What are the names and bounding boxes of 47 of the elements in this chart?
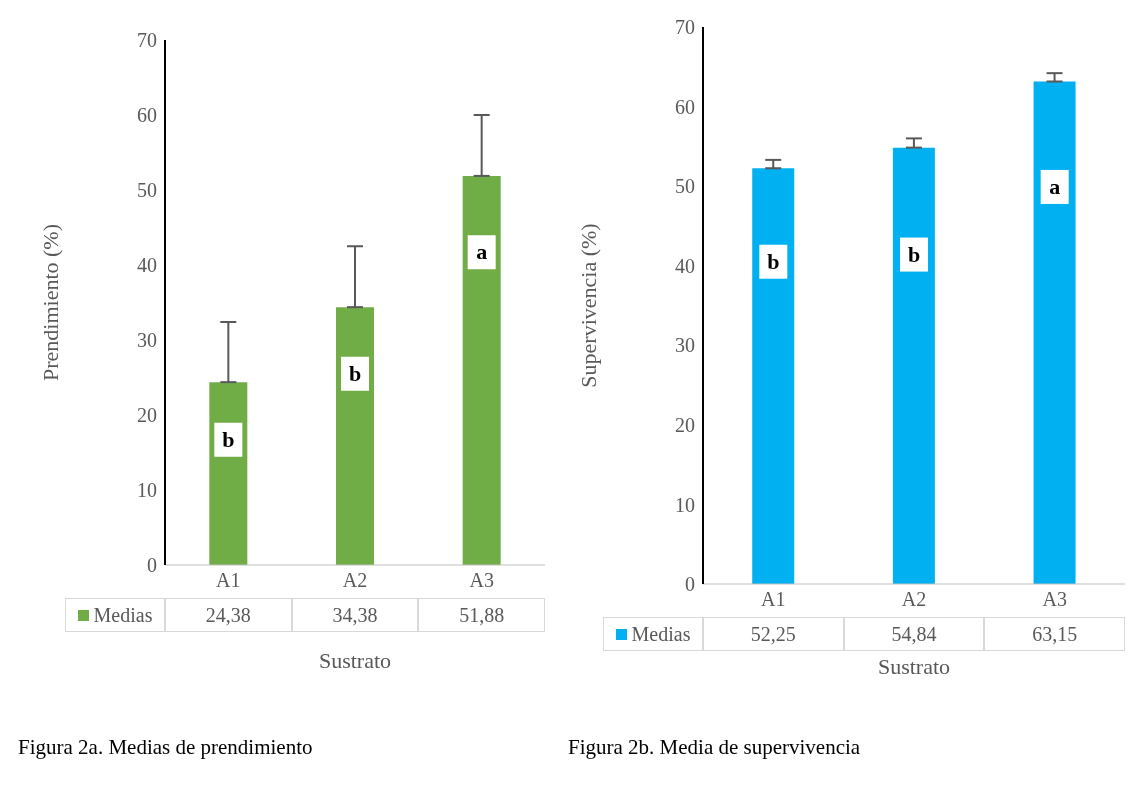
y-tick-label: 0 — [685, 573, 695, 596]
data-label: 34,38 — [332, 603, 378, 627]
y-tick-label: 40 — [675, 254, 695, 277]
data-label: 24,38 — [205, 603, 251, 627]
bar — [336, 307, 374, 565]
annotation: b — [907, 241, 921, 267]
x-tick-label: A2 — [901, 588, 927, 611]
bar — [462, 175, 501, 565]
x-tick-label: A1 — [761, 588, 786, 611]
y-tick-label: 30 — [675, 334, 695, 357]
data-label: 54,84 — [891, 622, 937, 646]
x-tick-label: A3 — [1042, 588, 1067, 611]
y-tick-label: 50 — [675, 175, 695, 198]
annotation: b — [767, 248, 780, 274]
data-label: 52,25 — [750, 622, 796, 646]
x-tick-label: A2 — [342, 569, 368, 592]
annotation: a — [476, 239, 488, 265]
x-axis-title: Sustrato — [876, 654, 952, 680]
y-tick-label: 50 — [137, 179, 157, 202]
y-tick-label: 20 — [675, 413, 695, 436]
bar — [752, 168, 795, 584]
text: Figura 2b. Media de supervivencia — [568, 735, 861, 760]
y-tick-label: 70 — [137, 29, 157, 52]
legend-label: Medias — [93, 603, 153, 627]
data-label: 51,88 — [459, 603, 505, 627]
x-tick-label: A3 — [469, 569, 494, 592]
bar — [892, 147, 935, 584]
annotation: b — [348, 360, 362, 386]
x-axis-title: Sustrato — [317, 648, 393, 674]
y-tick-label: 60 — [137, 104, 157, 127]
y-tick-label: 70 — [675, 16, 695, 39]
annotation: b — [222, 426, 235, 452]
y-tick-label: 30 — [137, 329, 157, 352]
y-axis-title: Prendimiento (%) — [37, 223, 63, 382]
annotation: a — [1049, 173, 1061, 199]
text: Figura 2a. Medias de prendimiento — [18, 735, 313, 760]
legend-label: Medias — [631, 622, 691, 646]
bar — [1033, 81, 1076, 584]
y-tick-label: 20 — [137, 404, 157, 427]
y-tick-label: 0 — [147, 554, 157, 577]
x-tick-label: A1 — [216, 569, 241, 592]
y-tick-label: 40 — [137, 254, 157, 277]
y-tick-label: 60 — [675, 95, 695, 118]
y-tick-label: 10 — [137, 479, 157, 502]
data-label: 63,15 — [1032, 622, 1078, 646]
y-tick-label: 10 — [675, 493, 695, 516]
y-axis-title: Supervivencia (%) — [575, 223, 601, 388]
